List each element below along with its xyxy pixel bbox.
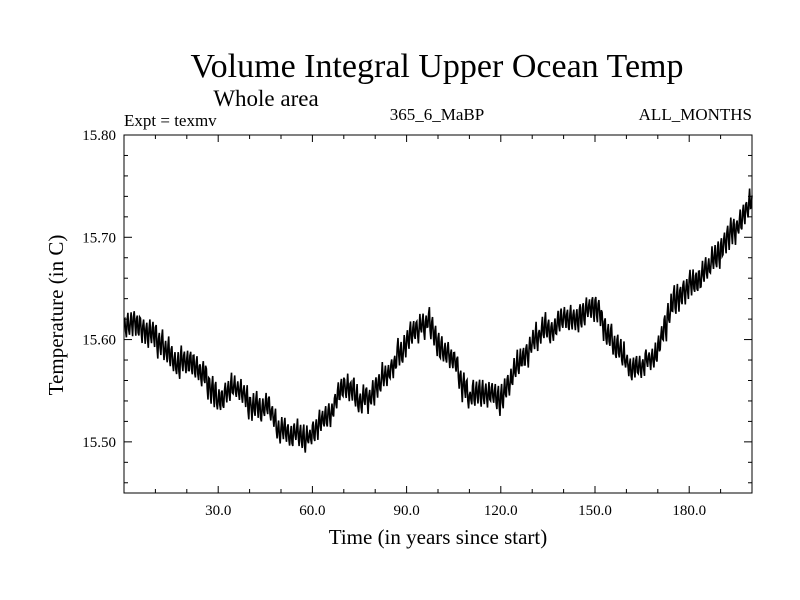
x-tick-label: 180.0: [672, 503, 706, 519]
x-tick-label: 30.0: [205, 503, 231, 519]
y-tick-label: 15.50: [82, 435, 116, 451]
y-tick-label: 15.80: [82, 128, 116, 144]
y-axis-label: Temperature (in C): [44, 235, 68, 396]
y-axis: 15.50 15.60 15.70 15.80: [82, 128, 752, 484]
run-label: 365_6_MaBP: [390, 105, 484, 124]
season-label: ALL_MONTHS: [639, 105, 752, 124]
experiment-label: Expt = texmv: [124, 111, 217, 130]
temperature-series-line: [123, 188, 753, 453]
plot-frame: [123, 134, 753, 494]
y-tick-label: 15.70: [82, 230, 116, 246]
x-tick-label: 60.0: [299, 503, 325, 519]
x-axis-label: Time (in years since start): [329, 525, 548, 549]
plot-area: [123, 188, 753, 453]
x-tick-label: 90.0: [393, 503, 419, 519]
y-tick-label: 15.60: [82, 333, 116, 349]
x-tick-label: 120.0: [484, 503, 518, 519]
x-axis: 30.0 60.0 90.0 120.0 150.0 180.0: [154, 135, 722, 519]
x-tick-label: 150.0: [578, 503, 612, 519]
chart-title: Volume Integral Upper Ocean Temp: [191, 48, 684, 85]
chart-subtitle: Whole area: [213, 86, 318, 111]
